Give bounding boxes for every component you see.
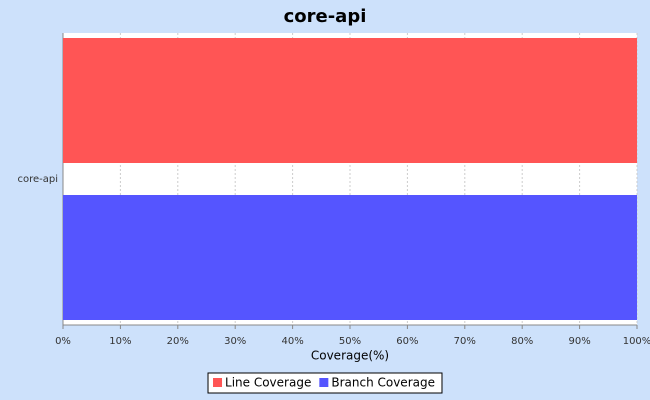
legend-label: Line Coverage	[225, 376, 311, 390]
legend-swatch	[319, 378, 329, 387]
x-tick-label: 20%	[167, 336, 189, 347]
x-tick-label: 10%	[109, 336, 131, 347]
x-tick-label: 50%	[339, 336, 361, 347]
bar	[63, 38, 637, 163]
x-tick-label: 80%	[511, 336, 533, 347]
chart-title: core-api	[284, 6, 367, 27]
x-tick-label: 40%	[281, 336, 303, 347]
bar	[63, 195, 637, 320]
legend-label: Branch Coverage	[331, 376, 435, 390]
legend: Line Coverage Branch Coverage	[207, 372, 443, 394]
x-tick-label: 100%	[623, 336, 650, 347]
x-tick-label: 60%	[396, 336, 418, 347]
y-tick-label: core-api	[17, 174, 58, 185]
x-axis-label: Coverage(%)	[311, 349, 389, 363]
x-tick-label: 0%	[55, 336, 71, 347]
x-tick-label: 70%	[454, 336, 476, 347]
x-tick-label: 30%	[224, 336, 246, 347]
x-tick-label: 90%	[568, 336, 590, 347]
legend-swatch	[213, 378, 223, 387]
